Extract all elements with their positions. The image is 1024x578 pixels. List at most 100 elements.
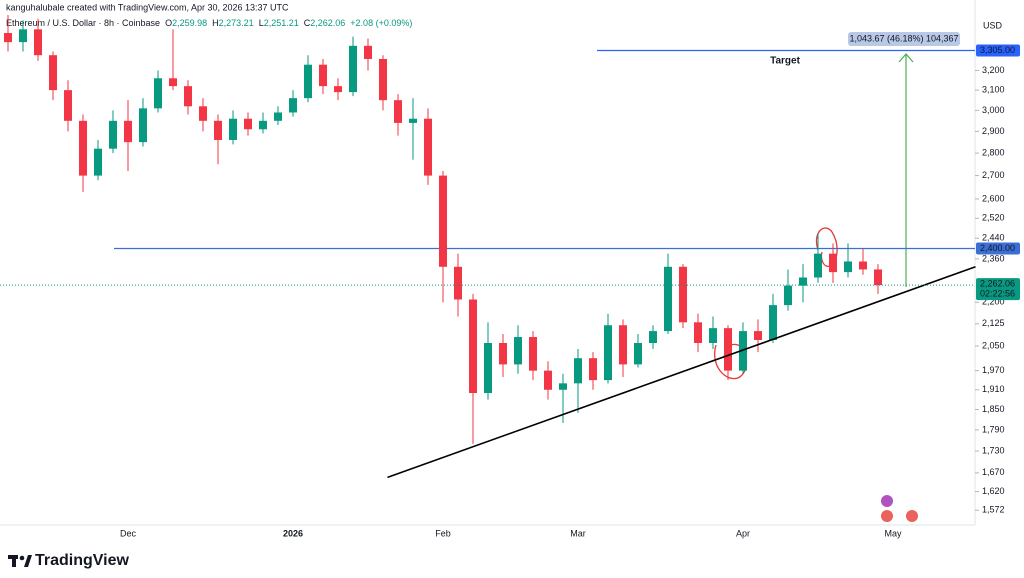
x-tick-label: Mar (570, 528, 586, 538)
candle-body (499, 342, 507, 365)
measure-arrowhead (898, 53, 914, 63)
legend-value: 2,273.21 (219, 18, 254, 28)
candle-body (619, 325, 627, 365)
candle-body (709, 328, 717, 343)
candle-body (874, 269, 882, 286)
candle-body (754, 331, 762, 340)
candle-body (199, 106, 207, 121)
y-tick-label: 1,620 (982, 486, 1005, 496)
y-tick-label: 3,000 (982, 105, 1005, 115)
candle-body (319, 64, 327, 87)
legend-key: C (304, 18, 311, 28)
candle-body (589, 358, 597, 381)
credit: kanguhalubale created with TradingView.c… (6, 2, 289, 12)
candle-body (4, 32, 12, 43)
y-tick-label: 2,800 (982, 147, 1005, 157)
candle-body (769, 305, 777, 340)
candle-body (529, 337, 537, 371)
candle-body (334, 86, 342, 93)
candle-body (649, 331, 657, 343)
y-tick-label: 2,440 (982, 233, 1005, 243)
candle-body (19, 29, 27, 43)
candle-body (514, 337, 522, 365)
y-tick-label: 2,360 (982, 253, 1005, 263)
candle-body (784, 285, 792, 306)
candle-body (64, 90, 72, 121)
candle-body (469, 299, 477, 394)
candle-body (484, 342, 492, 394)
level-badge (976, 242, 1020, 255)
last-price-label: 2,262.06 (980, 278, 1015, 288)
currency: USD (983, 20, 1003, 30)
candle-body (214, 120, 222, 140)
annotation-circle (815, 227, 838, 267)
footer-logo: TradingView (35, 552, 130, 569)
y-tick-label: 1,730 (982, 445, 1005, 455)
y-tick-label: 1,850 (982, 404, 1005, 414)
y-tick-label: 1,572 (982, 505, 1005, 515)
legend-value: 2,259.98 (172, 18, 207, 28)
candle-body (679, 266, 687, 323)
candle-body (859, 261, 867, 270)
candle-body (289, 98, 297, 113)
countdown-label: 02:22:56 (980, 288, 1015, 298)
candle-body (184, 86, 192, 107)
y-tick-label: 3,100 (982, 84, 1005, 94)
trendline (387, 266, 976, 479)
candle-body (394, 100, 402, 123)
candle-body (544, 370, 552, 390)
y-tick-label: 2,700 (982, 170, 1005, 180)
legend-change: +2.08 (+0.09%) (350, 18, 412, 28)
x-tick-label: May (884, 528, 902, 538)
level-badge (976, 44, 1020, 57)
x-tick-label: Feb (435, 528, 451, 538)
candle-body (34, 29, 42, 56)
level-label: 2,400.00 (980, 243, 1015, 253)
candle-body (274, 112, 282, 121)
event-icon[interactable] (881, 495, 893, 507)
candle-body (229, 118, 237, 140)
candle-body (304, 64, 312, 99)
candle-body (424, 118, 432, 176)
candle-body (94, 148, 102, 176)
legend-value: 2,262.06 (310, 18, 345, 28)
candle-body (664, 266, 672, 332)
candle-body (409, 118, 417, 123)
y-tick-label: 1,910 (982, 384, 1005, 394)
candle-body (454, 266, 462, 300)
y-tick-label: 2,125 (982, 318, 1005, 328)
y-tick-label: 2,520 (982, 213, 1005, 223)
y-tick-label: 2,050 (982, 340, 1005, 350)
candle-body (169, 78, 177, 87)
candle-body (724, 328, 732, 371)
y-tick-label: 3,200 (982, 65, 1005, 75)
candle-body (349, 45, 357, 93)
y-tick-label: 1,790 (982, 424, 1005, 434)
candle-body (694, 322, 702, 343)
y-tick-label: 2,600 (982, 193, 1005, 203)
candle-body (574, 358, 582, 384)
x-tick-label: 2026 (283, 528, 303, 538)
legend-key: L (259, 18, 264, 28)
legend-key: O (165, 18, 172, 28)
candle-body (139, 108, 147, 143)
candle-body (259, 120, 267, 130)
candle-body (604, 325, 612, 381)
legend-key: H (212, 18, 219, 28)
legend-name: Ethereum / U.S. Dollar · 8h · Coinbase (6, 18, 160, 28)
candle-body (814, 253, 822, 278)
measure-badge (848, 32, 960, 46)
event-icon[interactable] (881, 510, 893, 522)
y-tick-label: 2,200 (982, 297, 1005, 307)
candle-body (109, 120, 117, 149)
y-tick-label: 2,900 (982, 126, 1005, 136)
event-icon[interactable] (906, 510, 918, 522)
legend-value: 2,251.21 (264, 18, 299, 28)
measure-label: 1,043.67 (46.18%) 104,367 (849, 33, 958, 43)
candle-body (124, 120, 132, 143)
candle-body (634, 342, 642, 365)
candle-body (244, 118, 252, 130)
level-label: 3,305.00 (980, 45, 1015, 55)
